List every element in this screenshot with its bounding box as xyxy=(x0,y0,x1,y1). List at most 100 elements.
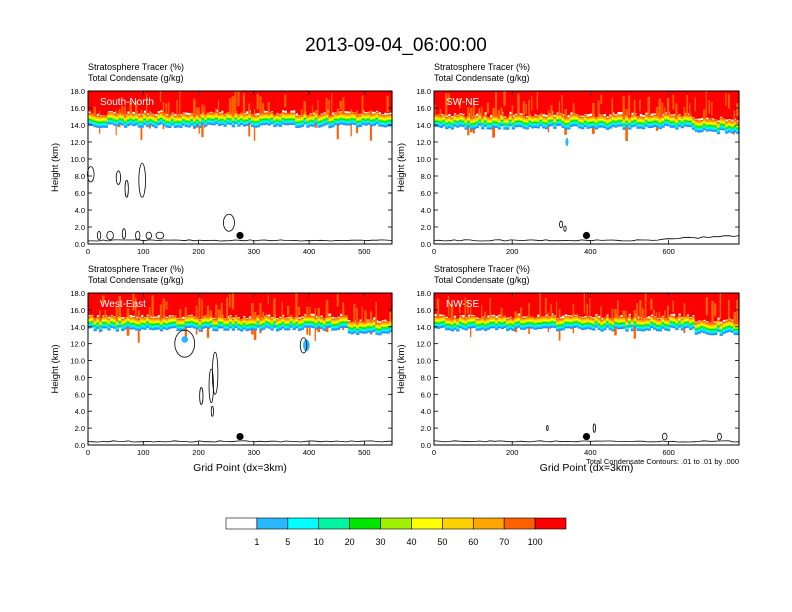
tracer-cell xyxy=(611,114,615,117)
tracer-cell xyxy=(107,114,111,117)
tracer-cell xyxy=(503,325,507,327)
tracer-cell xyxy=(456,117,460,120)
tracer-cell xyxy=(639,127,643,129)
tracer-cell xyxy=(237,91,240,107)
tracer-cell xyxy=(630,323,635,326)
tracer-cell xyxy=(619,119,624,121)
tracer-cell xyxy=(245,329,249,332)
tracer-cell xyxy=(284,325,288,327)
tracer-cell xyxy=(472,126,477,129)
tracer-cell xyxy=(650,121,654,124)
tracer-cell xyxy=(442,293,446,315)
y-tick-label: 18.0 xyxy=(416,87,431,96)
tracer-cell xyxy=(367,122,371,124)
tracer-cell xyxy=(347,118,352,120)
tracer-cell xyxy=(314,324,318,327)
tracer-cell xyxy=(140,121,144,123)
tracer-cell xyxy=(378,330,382,332)
tracer-cell xyxy=(339,123,343,125)
tracer-cell xyxy=(275,327,280,330)
tracer-cell xyxy=(328,315,332,318)
tracer-cell xyxy=(248,320,252,323)
tracer-cell xyxy=(151,328,155,331)
tracer-cell xyxy=(625,326,629,329)
tracer-cell xyxy=(358,114,363,117)
tracer-cell xyxy=(242,114,247,116)
tracer-cell xyxy=(594,120,599,123)
tracer-cell xyxy=(647,329,651,331)
tracer-cell xyxy=(350,119,354,121)
tracer-cell xyxy=(267,116,271,119)
tracer-cell xyxy=(369,118,374,121)
tracer-cell xyxy=(675,321,679,323)
tracer-cell xyxy=(209,121,213,123)
tracer-cell xyxy=(511,319,516,322)
y-tick-label: 16.0 xyxy=(70,306,85,315)
tracer-cell xyxy=(165,317,169,320)
tracer-cell xyxy=(201,119,205,121)
tracer-cell xyxy=(592,120,596,122)
tracer-cell xyxy=(461,114,466,117)
tracer-cell xyxy=(561,320,565,322)
tracer-cell xyxy=(217,113,222,116)
tracer-cell xyxy=(154,121,158,124)
tracer-cell xyxy=(303,122,307,125)
tracer-cell xyxy=(325,320,330,323)
tracer-cell xyxy=(669,322,674,325)
tracer-cell xyxy=(664,326,668,329)
tracer-cell xyxy=(96,122,100,125)
tracer-cell xyxy=(666,116,671,118)
tracer-cell xyxy=(458,293,463,316)
tracer-cell xyxy=(614,124,618,127)
tracer-cell xyxy=(157,322,161,324)
tracer-cell xyxy=(364,322,368,325)
tracer-cell xyxy=(320,125,324,127)
tracer-cell xyxy=(489,118,493,120)
tracer-cell xyxy=(492,117,496,120)
tracer-cell xyxy=(336,317,341,320)
tracer-cell xyxy=(342,316,346,319)
tracer-cell xyxy=(678,124,682,126)
tracer-cell xyxy=(533,318,538,321)
tracer-cell xyxy=(603,118,607,120)
tracer-cell xyxy=(275,322,280,325)
tracer-cell xyxy=(564,118,568,121)
tracer-cell xyxy=(140,91,144,114)
tracer-cell xyxy=(184,123,189,125)
tracer-cell xyxy=(653,125,657,128)
tracer-cell xyxy=(583,318,588,321)
tracer-cell xyxy=(148,115,153,118)
tracer-cell xyxy=(672,320,676,323)
tracer-cell xyxy=(383,119,388,122)
tracer-cell xyxy=(575,316,579,319)
tracer-cell xyxy=(486,102,490,114)
tracer-cell xyxy=(697,91,701,119)
tracer-cell xyxy=(580,121,585,124)
tracer-cell xyxy=(383,115,388,117)
tracer-cell xyxy=(262,112,266,115)
tracer-cell xyxy=(514,124,518,127)
tracer-cell xyxy=(96,119,100,121)
tracer-cell xyxy=(528,316,532,318)
tracer-cell xyxy=(201,118,205,120)
tracer-cell xyxy=(234,326,238,329)
tracer-cell xyxy=(215,115,219,117)
tracer-cell xyxy=(242,122,247,125)
tracer-cell xyxy=(561,326,565,328)
tracer-cell xyxy=(536,318,540,320)
tracer-cell xyxy=(495,115,499,118)
tracer-cell xyxy=(589,117,593,119)
tracer-cell xyxy=(375,119,379,121)
tracer-cell xyxy=(608,320,613,322)
tracer-cell xyxy=(104,121,108,124)
tracer-cell xyxy=(556,321,560,324)
tracer-cell xyxy=(137,120,142,122)
tracer-cell xyxy=(226,318,230,321)
tracer-cell xyxy=(653,119,657,122)
tracer-cell xyxy=(267,121,271,124)
tracer-cell xyxy=(179,91,181,117)
tracer-cell xyxy=(461,123,466,125)
tracer-cell xyxy=(617,122,621,125)
tracer-cell xyxy=(358,118,363,120)
tracer-cell xyxy=(453,119,457,121)
